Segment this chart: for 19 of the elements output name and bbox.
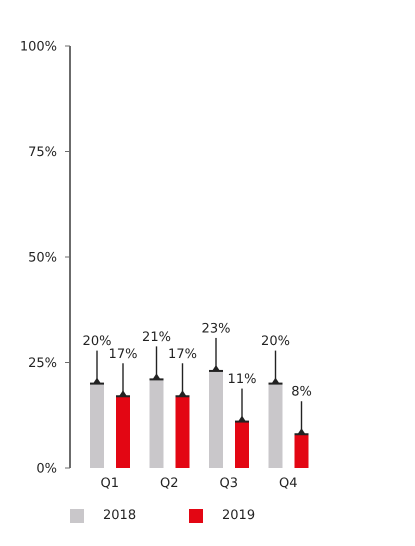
data-label: 17% [108,346,138,362]
data-label: 21% [142,330,171,345]
y-tick-label: 25% [28,356,57,372]
data-label: 23% [202,321,230,336]
x-tick-label: Q2 [160,476,179,492]
x-tick-label: Q1 [100,476,120,492]
data-label: 11% [228,372,256,388]
data-label: 20% [261,334,290,350]
data-label: 17% [168,346,197,362]
y-tick-label: 50% [28,250,57,266]
y-tick-label: 0% [36,462,57,477]
x-tick-label: Q4 [278,476,298,492]
legend-label: 2018 [103,508,136,524]
data-label: 8% [291,384,312,400]
legend-label: 2019 [222,508,256,524]
data-label: 20% [82,334,112,350]
y-tick-label: 100% [20,40,57,55]
x-tick-label: Q3 [219,476,238,492]
y-tick-label: 75% [28,145,57,160]
